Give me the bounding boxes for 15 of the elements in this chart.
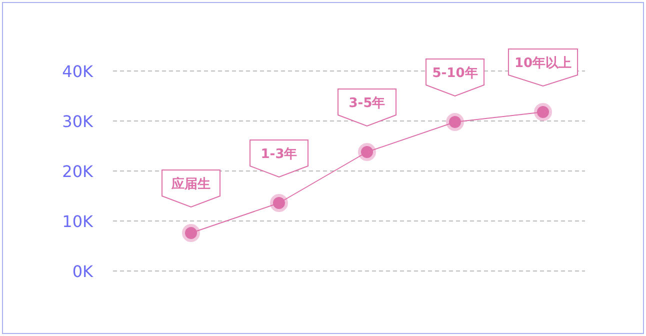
x-tick-label: 3-5年 <box>348 96 386 111</box>
x-tick-label: 10年以上 <box>514 56 572 71</box>
y-tick-label: 10K <box>62 212 94 231</box>
y-tick-label: 30K <box>62 112 94 131</box>
point <box>182 224 200 242</box>
point <box>358 143 376 161</box>
x-tick-label: 5-10年 <box>432 66 478 81</box>
x-tick-label: 应届生 <box>170 176 210 192</box>
point <box>446 113 464 131</box>
point <box>270 194 288 212</box>
point <box>534 103 552 121</box>
y-tick-label: 0K <box>72 262 94 281</box>
y-tick-label: 40K <box>62 62 94 81</box>
y-tick-label: 20K <box>62 162 94 181</box>
x-tick-label: 1-3年 <box>260 147 298 162</box>
